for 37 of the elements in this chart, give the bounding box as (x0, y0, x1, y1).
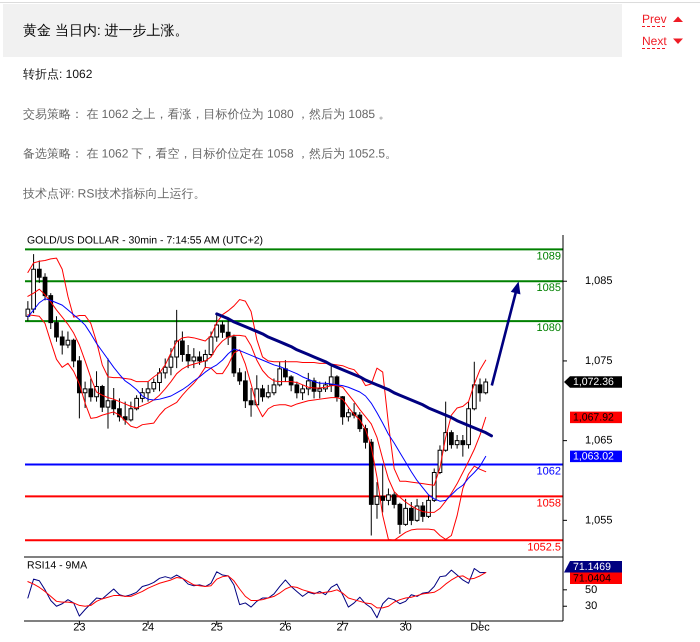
y-tick-label: 30 (585, 600, 598, 612)
text: 1,072.36 (573, 376, 614, 388)
x-tick-label: 30 (399, 622, 412, 634)
ref-line-label: 1058 (536, 497, 561, 510)
line-series (27, 258, 486, 486)
y-tick-label: 50 (585, 584, 598, 596)
line-series (215, 312, 493, 438)
y-tick-label: 1,065 (585, 434, 613, 447)
text: 交易策略： 在 1062 之上，看涨，目标价位为 1080 ，然后为 1085 。 (23, 106, 390, 121)
chart-title: GOLD/US DOLLAR - 30min - 7:14:55 AM (UTC+2) (27, 234, 264, 246)
text: Prev (642, 12, 667, 26)
x-tick-label: Dec (470, 622, 490, 634)
x-tick-label: 26 (279, 622, 292, 634)
x-tick-label: 24 (142, 622, 154, 634)
x-tick-label: 27 (336, 622, 349, 634)
text: Next (642, 34, 668, 48)
x-tick-label: 25 (210, 622, 223, 634)
text: 71.0404 (573, 572, 612, 584)
line-series (27, 568, 486, 618)
text: 转折点: 1062 (23, 67, 93, 81)
x-tick-label: 23 (73, 622, 86, 634)
text: 技术点评: RSI技术指标向上运行。 (22, 186, 206, 200)
chart-title: RSI14 - 9MA (27, 560, 88, 572)
text: 1,067.92 (573, 411, 614, 424)
y-tick-label: 1,085 (585, 275, 613, 288)
y-tick-label: 1,075 (585, 354, 613, 367)
y-tick-label: 1,055 (585, 514, 613, 526)
ref-line-label: 1085 (536, 282, 561, 294)
line-series (27, 572, 486, 608)
text: 黄金 当日内: 进一步上涨。 (23, 22, 189, 38)
text: 1,063.02 (573, 450, 614, 462)
ref-line-label: 1062 (536, 466, 561, 478)
ref-line-label: 1052.5 (527, 541, 561, 554)
text: 71.1469 (573, 560, 612, 573)
ref-line-label: 1089 (536, 250, 561, 262)
ref-line-label: 1080 (536, 322, 561, 334)
text: 备选策略： 在 1062 下，看空，目标价位定在 1058 ，然后为 1052.5。 (23, 146, 398, 161)
